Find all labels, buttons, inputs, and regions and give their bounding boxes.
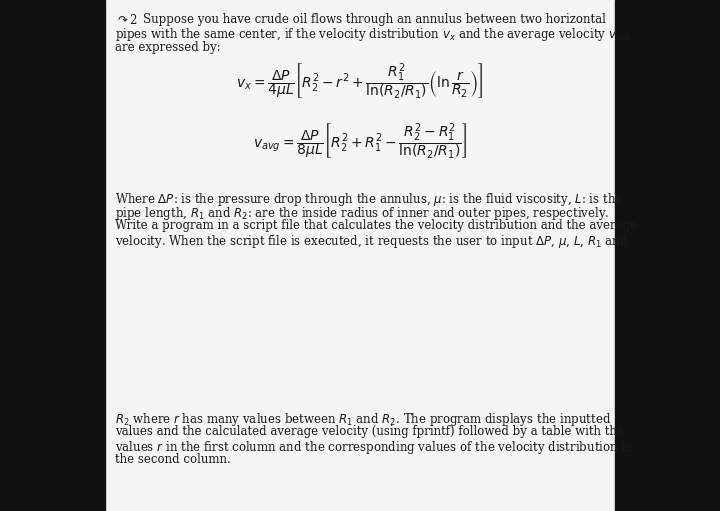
Bar [615,0,720,511]
Text: values $r$ in the first column and the corresponding values of the velocity dist: values $r$ in the first column and the c… [115,439,634,456]
Text: Where $\Delta P$: is the pressure drop through the annulus, $\mu$: is the fluid : Where $\Delta P$: is the pressure drop t… [115,191,623,208]
Text: $\curvearrowright$2: $\curvearrowright$2 [115,13,138,27]
Text: pipes with the same center, if the velocity distribution $v_x$ and the average v: pipes with the same center, if the veloc… [115,27,632,45]
Text: are expressed by:: are expressed by: [115,41,221,54]
Text: velocity. When the script file is executed, it requests the user to input $\Delt: velocity. When the script file is execut… [115,233,629,250]
Text: $R_2$ where $r$ has many values between $R_1$ and $R_2$. The program displays th: $R_2$ where $r$ has many values between … [115,411,611,428]
Bar [105,0,615,511]
Text: pipe length, $R_1$ and $R_2$: are the inside radius of inner and outer pipes, re: pipe length, $R_1$ and $R_2$: are the in… [115,205,610,222]
Bar [0,0,105,511]
Text: $v_x = \dfrac{\Delta P}{4\mu L}\left[ R_2^2 - r^2 + \dfrac{R_1^2}{\ln(R_2/R_1)}\: $v_x = \dfrac{\Delta P}{4\mu L}\left[ R_… [236,61,484,101]
Text: Write a program in a script file that calculates the velocity distribution and t: Write a program in a script file that ca… [115,219,637,232]
Text: values and the calculated average velocity (using fprintf) followed by a table w: values and the calculated average veloci… [115,425,624,438]
Text: $v_{avg} = \dfrac{\Delta P}{8\mu L}\left[ R_2^2 + R_1^2 - \dfrac{R_2^2 - R_1^2}{: $v_{avg} = \dfrac{\Delta P}{8\mu L}\left… [253,121,467,161]
Text: Suppose you have crude oil flows through an annulus between two horizontal: Suppose you have crude oil flows through… [143,13,606,26]
Text: the second column.: the second column. [115,453,230,466]
